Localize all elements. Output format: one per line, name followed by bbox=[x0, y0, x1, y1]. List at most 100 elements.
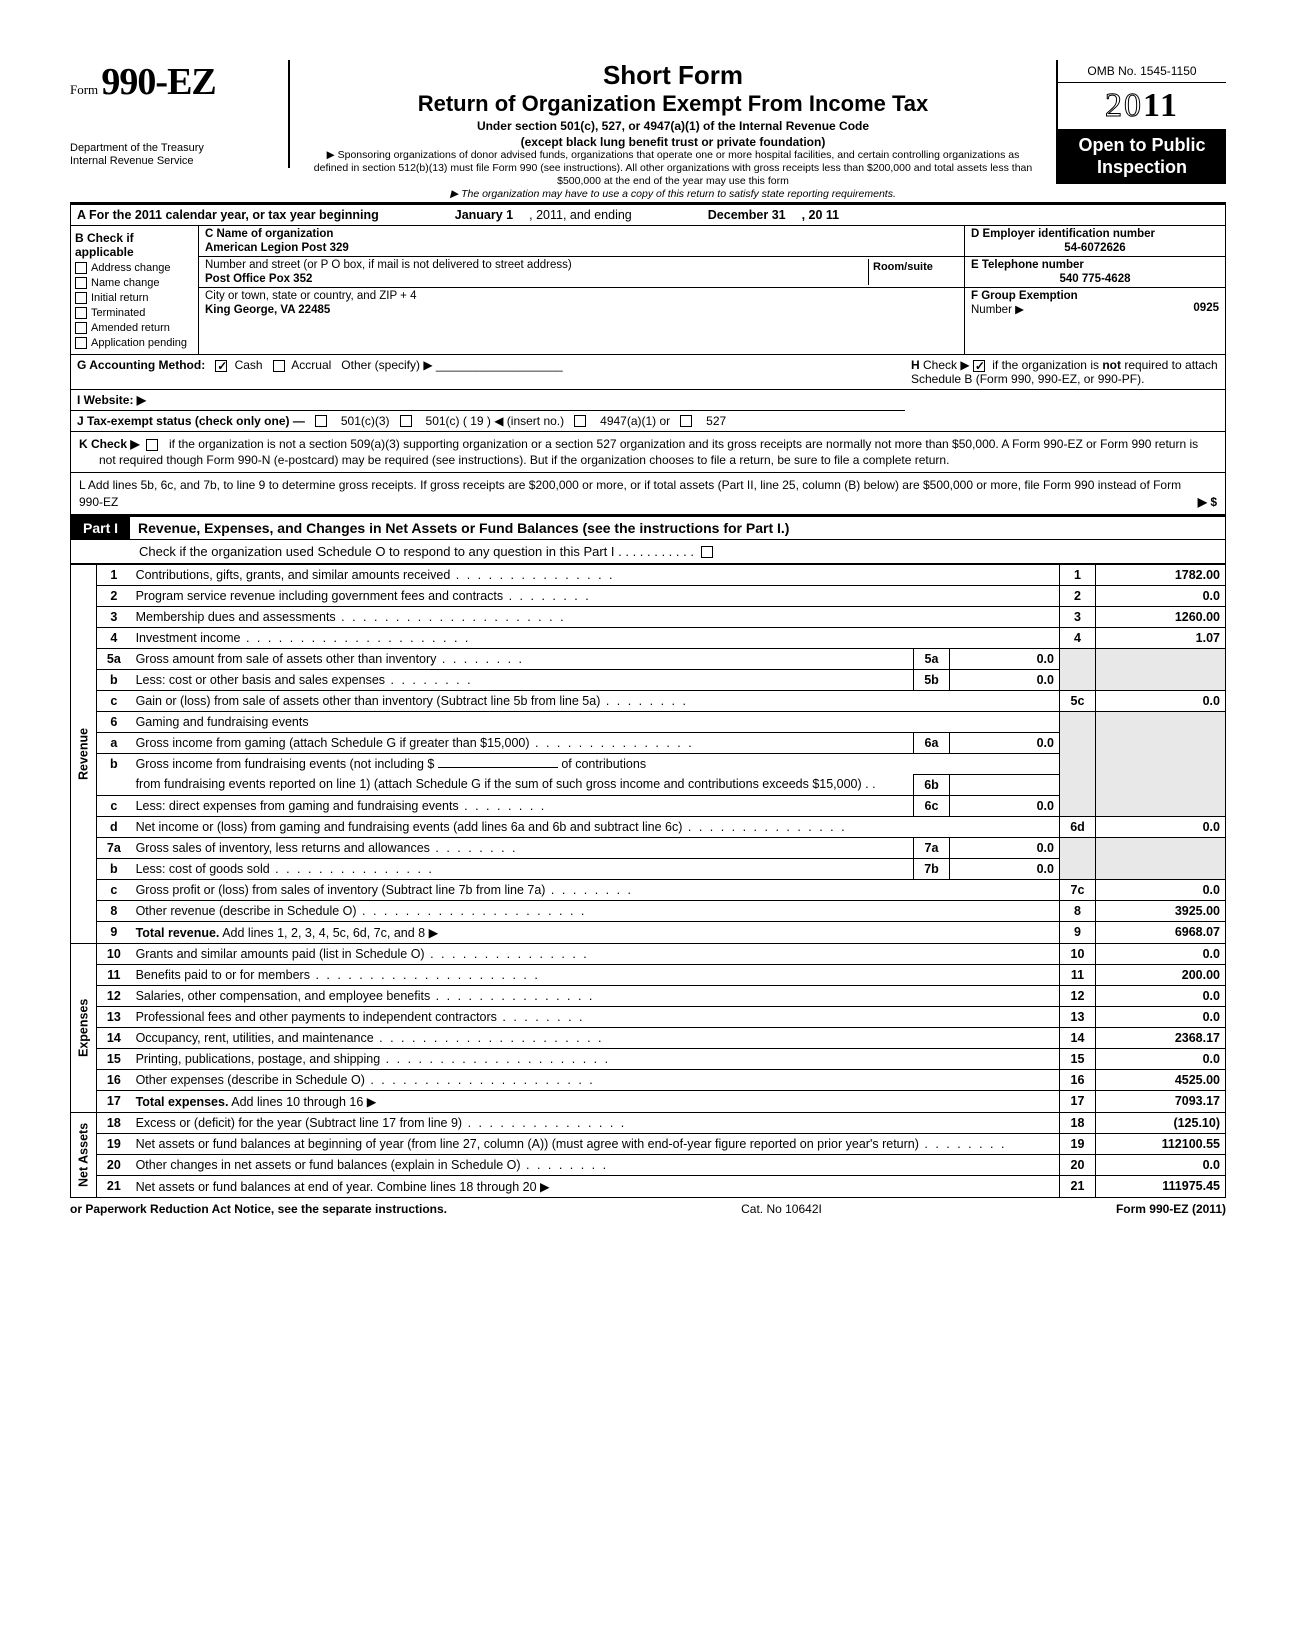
part1-checkline: Check if the organization used Schedule … bbox=[70, 540, 1226, 564]
line-a-mid: , 2011, and ending bbox=[529, 208, 632, 222]
dept-irs: Internal Revenue Service bbox=[70, 155, 280, 168]
d21: Net assets or fund balances at end of ye… bbox=[136, 1180, 537, 1194]
k-label: K Check ▶ bbox=[79, 437, 140, 451]
center-head: Short Form Return of Organization Exempt… bbox=[302, 60, 1044, 202]
b16: 16 bbox=[1060, 1069, 1096, 1090]
chk-4947[interactable] bbox=[574, 415, 586, 427]
b-address: Address change bbox=[91, 262, 171, 274]
b5c: 5c bbox=[1060, 690, 1096, 711]
chk-cash[interactable] bbox=[215, 360, 227, 372]
c-label: C Name of organization bbox=[205, 228, 958, 240]
chk-accrual[interactable] bbox=[273, 360, 285, 372]
col-def: D Employer identification number 54-6072… bbox=[965, 226, 1225, 355]
subtitle-1: Under section 501(c), 527, or 4947(a)(1)… bbox=[308, 119, 1038, 133]
chk-schedule-o[interactable] bbox=[701, 546, 713, 558]
shade-5 bbox=[1060, 648, 1096, 690]
street-value: Post Office Pox 352 bbox=[205, 273, 868, 285]
d6c: Less: direct expenses from gaming and fu… bbox=[136, 799, 547, 813]
blank-6b[interactable] bbox=[438, 767, 558, 768]
a5c: 0.0 bbox=[1096, 690, 1226, 711]
f-label: F Group Exemption bbox=[971, 290, 1219, 302]
chk-501c3[interactable] bbox=[315, 415, 327, 427]
row-i: I Website: ▶ bbox=[70, 390, 1226, 411]
d8: Other revenue (describe in Schedule O) bbox=[136, 904, 587, 918]
a20: 0.0 bbox=[1096, 1154, 1226, 1175]
chk-amended[interactable] bbox=[75, 322, 87, 334]
n7c: c bbox=[97, 879, 131, 900]
ib7a: 7a bbox=[914, 837, 950, 858]
room-suite: Room/suite bbox=[868, 259, 958, 285]
form-ref: Form 990-EZ (2011) bbox=[1116, 1202, 1226, 1216]
col-c: C Name of organization American Legion P… bbox=[199, 226, 965, 355]
form-prefix: Form bbox=[70, 82, 98, 97]
a6d: 0.0 bbox=[1096, 816, 1226, 837]
row-g-h: G Accounting Method: Cash Accrual Other … bbox=[70, 355, 1226, 390]
form-header: Form 990-EZ Department of the Treasury I… bbox=[70, 60, 1226, 202]
b12: 12 bbox=[1060, 985, 1096, 1006]
row-k: K Check ▶ if the organization is not a s… bbox=[70, 432, 1226, 473]
shade-7a bbox=[1096, 837, 1226, 879]
d19: Net assets or fund balances at beginning… bbox=[136, 1137, 1007, 1151]
b4: 4 bbox=[1060, 627, 1096, 648]
j-4947: 4947(a)(1) or bbox=[600, 414, 670, 428]
form-left: Form 990-EZ Department of the Treasury I… bbox=[70, 60, 290, 168]
line-a-end2: , 20 11 bbox=[802, 208, 840, 222]
b18: 18 bbox=[1060, 1112, 1096, 1133]
ia5a: 0.0 bbox=[950, 648, 1060, 669]
f-label2: Number ▶ bbox=[971, 302, 1024, 316]
year-outline: 20 bbox=[1105, 87, 1143, 124]
d5a: Gross amount from sale of assets other t… bbox=[136, 652, 524, 666]
d12: Salaries, other compensation, and employ… bbox=[136, 989, 595, 1003]
n6c: c bbox=[97, 795, 131, 816]
chk-address[interactable] bbox=[75, 262, 87, 274]
chk-terminated[interactable] bbox=[75, 307, 87, 319]
phone-value: 540 775-4628 bbox=[971, 273, 1219, 285]
chk-k[interactable] bbox=[146, 439, 158, 451]
g-accrual: Accrual bbox=[291, 358, 331, 372]
chk-initial[interactable] bbox=[75, 292, 87, 304]
n12: 12 bbox=[97, 985, 131, 1006]
line-a-end: December 31 bbox=[708, 208, 786, 222]
ia6c: 0.0 bbox=[950, 795, 1060, 816]
chk-h[interactable] bbox=[973, 360, 985, 372]
header-note-2: ▶ The organization may have to use a cop… bbox=[308, 188, 1038, 201]
i-label: I Website: ▶ bbox=[77, 393, 146, 407]
row-j: J Tax-exempt status (check only one) — 5… bbox=[70, 411, 1226, 432]
b8: 8 bbox=[1060, 900, 1096, 921]
b-name: Name change bbox=[91, 277, 160, 289]
chk-pending[interactable] bbox=[75, 337, 87, 349]
a13: 0.0 bbox=[1096, 1006, 1226, 1027]
b11: 11 bbox=[1060, 964, 1096, 985]
form-number: 990-EZ bbox=[101, 61, 215, 103]
g-other: Other (specify) ▶ bbox=[341, 358, 432, 372]
chk-501c[interactable] bbox=[400, 415, 412, 427]
d2: Program service revenue including govern… bbox=[136, 589, 591, 603]
subtitle-2: (except black lung benefit trust or priv… bbox=[308, 135, 1038, 149]
n5a: 5a bbox=[97, 648, 131, 669]
ia5b: 0.0 bbox=[950, 669, 1060, 690]
d14: Occupancy, rent, utilities, and maintena… bbox=[136, 1031, 604, 1045]
n6d: d bbox=[97, 816, 131, 837]
d17: Add lines 10 through 16 bbox=[231, 1095, 363, 1109]
d18: Excess or (deficit) for the year (Subtra… bbox=[136, 1116, 627, 1130]
ib6c: 6c bbox=[914, 795, 950, 816]
shade-6a bbox=[1096, 711, 1226, 816]
n7a: 7a bbox=[97, 837, 131, 858]
chk-name[interactable] bbox=[75, 277, 87, 289]
n7b: b bbox=[97, 858, 131, 879]
d13: Professional fees and other payments to … bbox=[136, 1010, 585, 1024]
year-bold: 11 bbox=[1143, 87, 1179, 124]
n3: 3 bbox=[97, 606, 131, 627]
cat-no: Cat. No 10642I bbox=[741, 1202, 822, 1216]
n5b: b bbox=[97, 669, 131, 690]
street-label: Number and street (or P O box, if mail i… bbox=[205, 259, 868, 271]
d6b2: of contributions bbox=[561, 757, 646, 771]
d20: Other changes in net assets or fund bala… bbox=[136, 1158, 609, 1172]
ia7b: 0.0 bbox=[950, 858, 1060, 879]
a14: 2368.17 bbox=[1096, 1027, 1226, 1048]
a21: 111975.45 bbox=[1096, 1175, 1226, 1197]
j-527: 527 bbox=[706, 414, 726, 428]
open-label: Open to Public bbox=[1062, 135, 1222, 157]
n13: 13 bbox=[97, 1006, 131, 1027]
chk-527[interactable] bbox=[680, 415, 692, 427]
